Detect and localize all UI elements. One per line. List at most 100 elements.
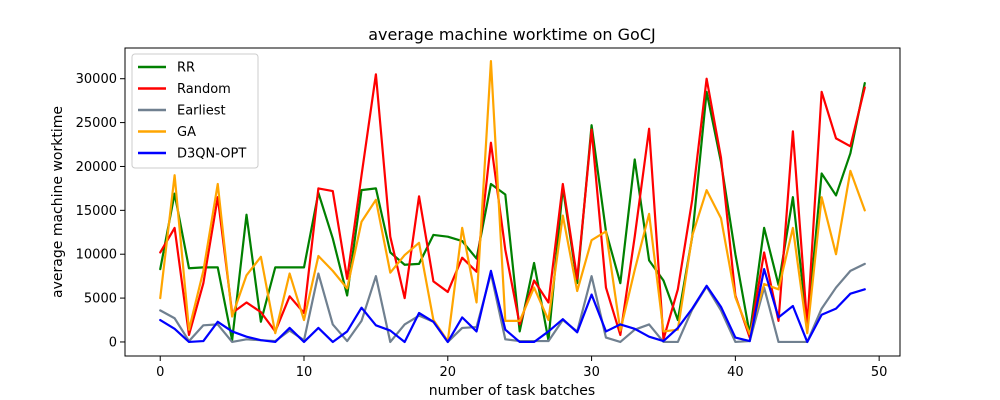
data-point-random	[706, 78, 708, 80]
data-point-ga	[792, 227, 794, 229]
data-point-d3qn-opt	[332, 341, 334, 343]
data-point-d3qn-opt	[260, 339, 262, 341]
data-point-d3qn-opt	[404, 341, 406, 343]
data-point-ga	[806, 332, 808, 334]
data-point-random	[792, 130, 794, 132]
data-point-earliest	[389, 341, 391, 343]
data-point-rr	[533, 262, 535, 264]
data-point-earliest	[159, 309, 161, 311]
data-point-d3qn-opt	[389, 330, 391, 332]
data-point-random	[562, 183, 564, 185]
data-point-rr	[418, 263, 420, 265]
data-point-d3qn-opt	[720, 306, 722, 308]
legend-label-random: Random	[177, 82, 231, 97]
data-point-earliest	[605, 337, 607, 339]
data-point-random	[591, 129, 593, 131]
data-point-ga	[246, 274, 248, 276]
data-point-d3qn-opt	[778, 316, 780, 318]
data-point-random	[677, 288, 679, 290]
data-point-earliest	[461, 327, 463, 329]
data-point-d3qn-opt	[188, 341, 190, 343]
data-point-earliest	[591, 275, 593, 277]
data-point-d3qn-opt	[864, 288, 866, 290]
data-point-rr	[289, 266, 291, 268]
y-tick-label: 0	[109, 335, 117, 350]
y-tick-label: 10000	[76, 248, 117, 263]
axes-layer: 0 10 20 30 40 50 0 5000 10000 15000 20000 25000 3000…	[76, 72, 888, 380]
data-point-ga	[274, 332, 276, 334]
data-point-d3qn-opt	[706, 285, 708, 287]
x-tick-label: 30	[583, 365, 600, 380]
data-point-d3qn-opt	[461, 316, 463, 318]
data-point-d3qn-opt	[806, 341, 808, 343]
data-point-random	[174, 227, 176, 229]
data-point-d3qn-opt	[691, 308, 693, 310]
data-point-rr	[591, 124, 593, 126]
data-point-rr	[303, 266, 305, 268]
data-point-d3qn-opt	[677, 327, 679, 329]
data-point-earliest	[174, 317, 176, 319]
data-point-d3qn-opt	[375, 324, 377, 326]
data-point-ga	[317, 255, 319, 257]
data-point-rr	[274, 266, 276, 268]
data-point-d3qn-opt	[662, 340, 664, 342]
data-point-random	[332, 190, 334, 192]
legend-label-d3qn-opt: D3QN-OPT	[177, 147, 246, 162]
data-point-ga	[504, 320, 506, 322]
data-point-d3qn-opt	[303, 341, 305, 343]
data-point-earliest	[346, 340, 348, 342]
y-tick-label: 15000	[76, 204, 117, 219]
data-point-earliest	[332, 323, 334, 325]
data-point-random	[404, 297, 406, 299]
data-point-ga	[389, 272, 391, 274]
data-point-random	[375, 73, 377, 75]
data-point-random	[461, 257, 463, 259]
data-point-rr	[188, 267, 190, 269]
data-point-earliest	[864, 263, 866, 265]
data-point-ga	[375, 199, 377, 201]
data-point-rr	[634, 158, 636, 160]
data-point-random	[418, 195, 420, 197]
data-point-ga	[662, 330, 664, 332]
data-point-ga	[260, 256, 262, 258]
data-point-random	[317, 187, 319, 189]
data-point-ga	[404, 254, 406, 256]
data-point-d3qn-opt	[174, 328, 176, 330]
data-point-d3qn-opt	[734, 337, 736, 339]
data-point-d3qn-opt	[749, 340, 751, 342]
data-point-rr	[332, 237, 334, 239]
data-point-random	[432, 280, 434, 282]
data-point-earliest	[778, 341, 780, 343]
data-point-ga	[490, 60, 492, 62]
data-point-d3qn-opt	[835, 308, 837, 310]
data-point-ga	[202, 270, 204, 272]
series-layer	[159, 60, 866, 344]
data-point-ga	[706, 189, 708, 191]
data-point-random	[778, 320, 780, 322]
data-point-ga	[217, 183, 219, 185]
data-point-rr	[619, 282, 621, 284]
data-point-rr	[490, 183, 492, 185]
data-point-random	[691, 199, 693, 201]
data-point-ga	[849, 170, 851, 172]
data-point-rr	[734, 253, 736, 255]
data-point-ga	[605, 230, 607, 232]
y-tick-label: 30000	[76, 72, 117, 87]
data-point-earliest	[246, 338, 248, 340]
data-point-rr	[519, 330, 521, 332]
data-point-random	[361, 174, 363, 176]
data-point-rr	[662, 280, 664, 282]
series-d3qn-opt	[159, 268, 866, 344]
data-point-random	[389, 236, 391, 238]
data-point-ga	[821, 196, 823, 198]
data-point-random	[447, 291, 449, 293]
data-point-d3qn-opt	[562, 318, 564, 320]
data-point-d3qn-opt	[231, 330, 233, 332]
data-point-ga	[476, 301, 478, 303]
data-point-earliest	[231, 341, 233, 343]
data-point-earliest	[849, 270, 851, 272]
legend-label-rr: RR	[177, 61, 195, 76]
data-point-ga	[231, 316, 233, 318]
data-point-random	[648, 128, 650, 130]
data-point-ga	[648, 213, 650, 215]
